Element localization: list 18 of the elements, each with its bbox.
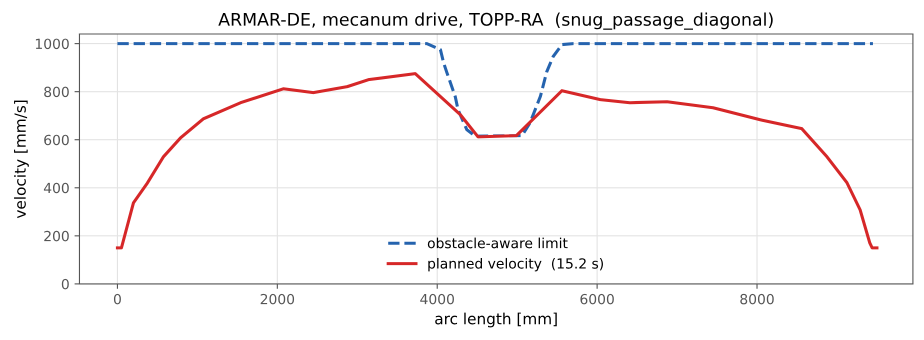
x-tick-label: 2000 [260,294,294,304]
y-tick-label: 0 [62,278,69,290]
y-tick-label: 200 [44,230,69,242]
y-tick-label: 1000 [36,38,69,50]
x-tick-label: 6000 [580,294,614,304]
chart-title: ARMAR-DE, mecanum drive, TOPP-RA (snug_passage_diagonal) [218,12,773,30]
x-tick-label: 8000 [740,294,774,304]
y-tick-label: 400 [44,182,69,194]
x-tick-label: 4000 [420,294,454,304]
y-tick-label: 600 [44,134,69,146]
y-tick-label: 800 [44,86,69,98]
x-axis-title: arc length [mm] [435,312,557,328]
legend-label: obstacle-aware limit [428,238,568,248]
line-series [116,72,878,250]
line-series [116,42,874,138]
x-tick-label: 0 [114,294,121,304]
y-axis-title: velocity [mm/s] [14,100,29,218]
legend-label: planned velocity (15.2 s) [428,258,603,272]
